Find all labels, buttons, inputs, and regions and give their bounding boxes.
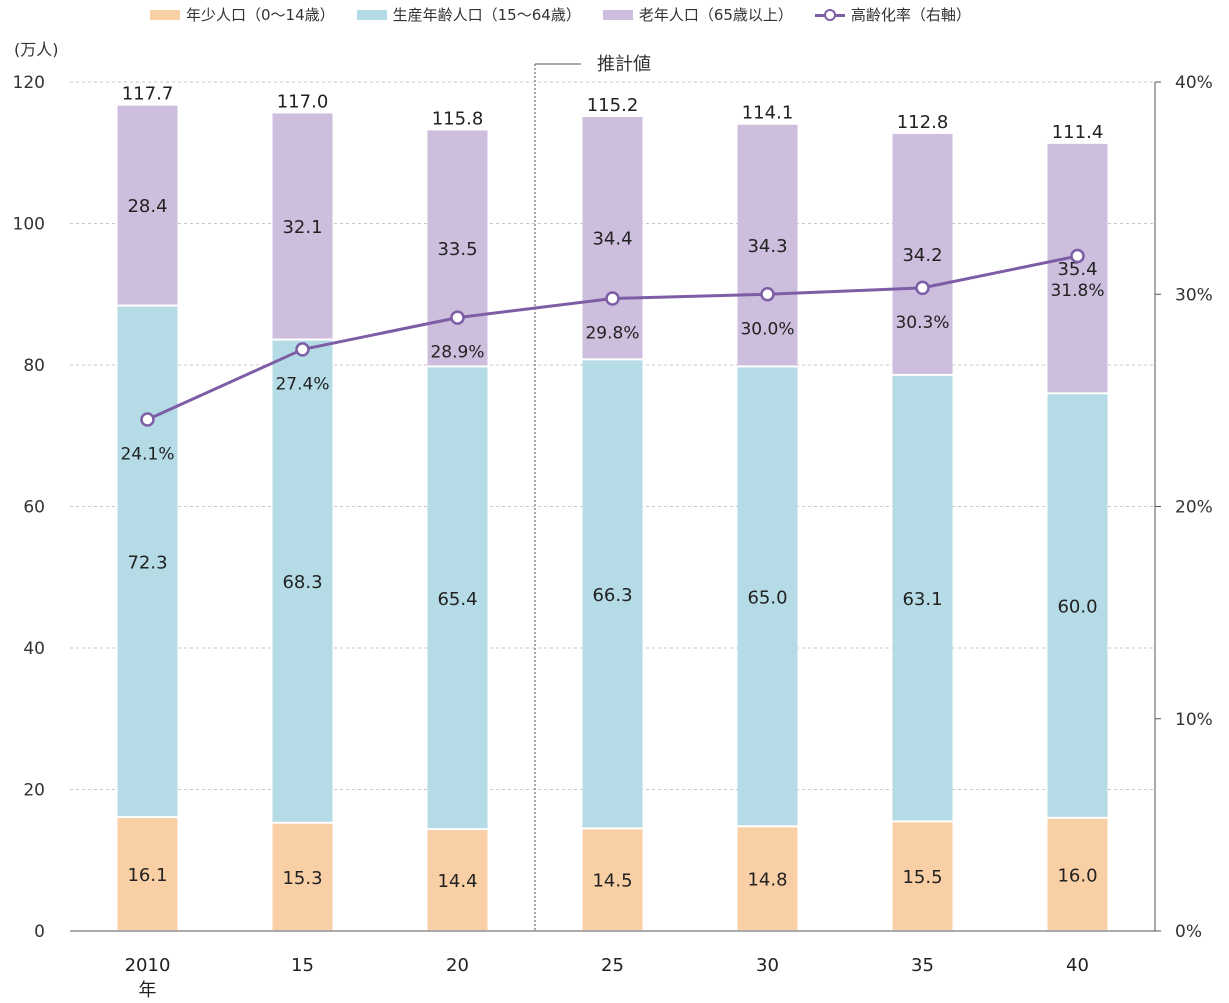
bar-segment-1-0	[117, 306, 178, 817]
legend-line-marker-icon	[814, 8, 845, 21]
legend-item-elderly: 老年人口（65歳以上）	[602, 4, 793, 25]
left-axis-unit: (万人)	[14, 40, 59, 59]
legend-label-working: 生産年齢人口（15～64歳）	[392, 6, 581, 24]
aging-rate-label-1: 27.4%	[275, 374, 329, 394]
bar-value-label-2-3: 34.4	[592, 229, 632, 250]
bar-value-label-0-1: 15.3	[282, 868, 322, 889]
x-tick-label-5: 35	[911, 955, 934, 976]
bar-value-label-1-3: 66.3	[592, 585, 632, 606]
bar-value-label-0-5: 15.5	[902, 867, 942, 888]
bar-value-label-1-6: 60.0	[1057, 597, 1097, 618]
legend-swatch-elderly	[602, 9, 633, 20]
legend-item-working: 生産年齢人口（15～64歳）	[356, 4, 581, 25]
aging-rate-point-6	[1070, 248, 1085, 264]
bar-segment-1-2	[427, 367, 488, 829]
bar-segment-0-2	[427, 830, 488, 930]
bar-value-label-0-2: 14.4	[437, 871, 477, 892]
bar-value-label-2-4: 34.3	[747, 236, 787, 257]
x-tick-label-2: 20	[446, 955, 469, 976]
bar-segment-0-6	[1047, 818, 1108, 930]
aging-rate-label-3: 29.8%	[585, 323, 639, 343]
y-tick-label-5: 100	[13, 215, 45, 235]
legend-swatch-working	[356, 9, 387, 20]
bar-value-label-1-0: 72.3	[127, 552, 167, 573]
bar-total-label-2: 115.8	[432, 108, 484, 129]
bar-total-label-3: 115.2	[587, 95, 639, 116]
bar-segment-2-4	[737, 124, 798, 366]
bar-value-label-2-5: 34.2	[902, 245, 942, 266]
aging-rate-point-3	[605, 291, 620, 306]
bar-total-label-6: 111.4	[1052, 122, 1104, 143]
bar-segment-1-4	[737, 367, 798, 826]
bar-segment-0-1	[272, 823, 333, 930]
bar-segment-2-1	[272, 113, 333, 339]
aging-rate-label-4: 30.0%	[740, 319, 794, 339]
legend-label-young: 年少人口（0～14歳）	[186, 6, 335, 24]
bar-value-label-0-0: 16.1	[127, 865, 167, 886]
legend-item-young: 年少人口（0～14歳）	[150, 4, 335, 25]
y-tick-label-1: 20	[23, 781, 45, 801]
y-tick-label-2: 40	[23, 639, 45, 659]
bar-total-label-0: 117.7	[122, 84, 174, 105]
aging-rate-point-4	[760, 287, 775, 302]
y-tick-label-0: 0	[34, 922, 45, 942]
bar-value-label-1-1: 68.3	[282, 572, 322, 593]
x-tick-label-1: 15	[291, 955, 314, 976]
x-tick-label-6: 40	[1066, 955, 1089, 976]
bar-segment-0-0	[117, 818, 178, 930]
legend-label-elderly: 老年人口（65歳以上）	[638, 6, 793, 24]
bar-segment-2-0	[117, 105, 178, 305]
bar-value-label-0-4: 14.8	[747, 870, 787, 891]
aging-rate-label-2: 28.9%	[430, 343, 484, 363]
y2-tick-label-3: 30%	[1175, 285, 1213, 305]
bar-segment-2-5	[892, 133, 953, 374]
y2-tick-label-2: 20%	[1175, 498, 1213, 518]
bar-value-label-2-0: 28.4	[127, 196, 167, 217]
bar-segment-0-5	[892, 822, 953, 930]
bar-value-label-2-1: 32.1	[282, 217, 322, 238]
x-tick-label-3: 25	[601, 955, 624, 976]
bar-segment-1-6	[1047, 394, 1108, 817]
bar-segment-1-3	[582, 360, 643, 828]
aging-rate-label-6: 31.8%	[1050, 281, 1104, 301]
aging-rate-point-0	[140, 412, 155, 427]
bar-value-label-2-6: 35.4	[1057, 259, 1097, 280]
legend-label-aging-rate: 高齢化率（右軸）	[850, 6, 971, 24]
bar-total-label-1: 117.0	[277, 91, 329, 112]
bar-value-label-0-3: 14.5	[592, 871, 632, 892]
aging-rate-point-5	[915, 280, 930, 296]
bar-segment-1-1	[272, 340, 333, 822]
y2-tick-label-0: 0%	[1175, 922, 1202, 942]
aging-rate-point-2	[450, 310, 465, 325]
bar-segment-0-3	[582, 829, 643, 930]
aging-rate-label-5: 30.3%	[895, 313, 949, 333]
x-axis-suffix-label: 年	[139, 980, 157, 1001]
bar-value-label-1-2: 65.4	[437, 589, 477, 610]
legend: 年少人口（0～14歳） 生産年齢人口（15～64歳） 老年人口（65歳以上） 高…	[150, 4, 993, 25]
bar-segment-2-6	[1047, 143, 1108, 393]
bar-segment-2-2	[427, 130, 488, 366]
bar-total-label-4: 114.1	[742, 103, 794, 124]
y-tick-label-3: 60	[23, 498, 45, 518]
bar-segment-2-3	[582, 116, 643, 359]
bar-value-label-2-2: 33.5	[437, 239, 477, 260]
legend-swatch-young	[150, 9, 180, 20]
y2-tick-label-1: 10%	[1175, 710, 1213, 730]
aging-rate-point-1	[295, 342, 310, 357]
bar-value-label-1-5: 63.1	[902, 589, 942, 610]
y-tick-label-6: 120	[13, 73, 45, 93]
bar-segment-1-5	[892, 375, 953, 821]
x-tick-label-4: 30	[756, 955, 779, 976]
bar-value-label-0-6: 16.0	[1057, 865, 1097, 886]
x-tick-label-0: 2010	[125, 955, 171, 976]
bar-value-label-1-4: 65.0	[747, 587, 787, 608]
aging-rate-label-0: 24.1%	[120, 444, 174, 464]
y2-tick-label-4: 40%	[1175, 73, 1213, 93]
bar-total-label-5: 112.8	[897, 112, 949, 133]
bar-segment-0-4	[737, 827, 798, 930]
y-tick-label-4: 80	[23, 356, 45, 376]
estimate-label: 推計値	[597, 54, 651, 75]
legend-item-aging-rate: 高齢化率（右軸）	[814, 4, 971, 25]
